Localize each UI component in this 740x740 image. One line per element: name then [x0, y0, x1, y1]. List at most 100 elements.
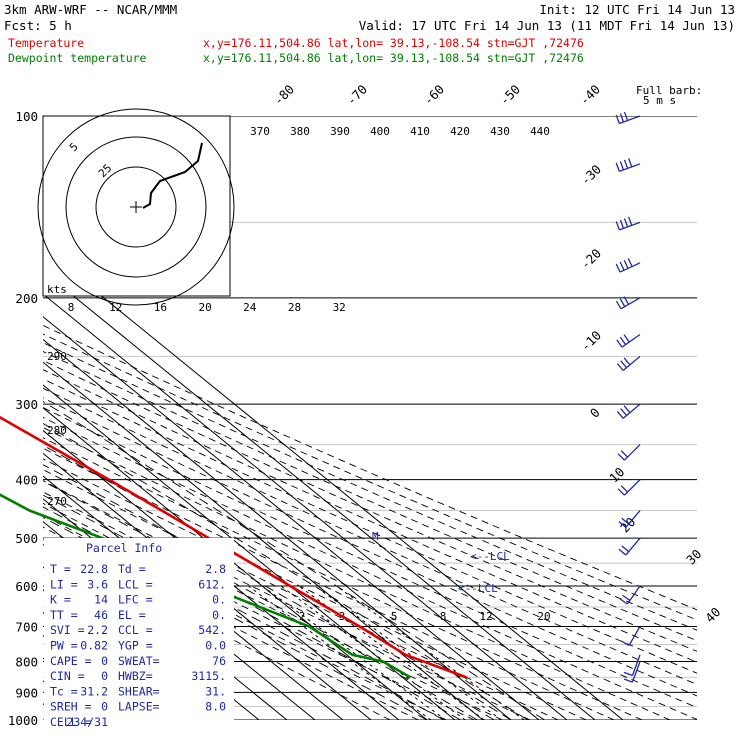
isotherm-label: -60: [421, 82, 448, 109]
parcel-info-cell: LFC =: [118, 593, 153, 607]
dry-adiabat: [43, 116, 697, 720]
wind-barb: [615, 258, 641, 273]
isotherm-label: -20: [578, 246, 605, 273]
isotherm-label: 40: [702, 604, 723, 625]
wind-barb: [623, 654, 641, 677]
full-barb-label: Full barb:: [636, 84, 702, 97]
parcel-info-cell: SREH =: [50, 700, 92, 714]
isotherm-label: 0: [587, 405, 603, 421]
parcel-info-cell: 0.: [212, 593, 226, 607]
dewpoint-legend: Dewpoint temperature: [8, 51, 147, 65]
theta-e-tick: 420: [450, 125, 470, 138]
hodograph-unit: kts: [47, 283, 67, 296]
parcel-info-cell: T =: [50, 562, 71, 576]
mixing-ratio-label: 5: [391, 610, 398, 623]
mixing-ratio-label: 12: [479, 610, 492, 623]
dry-adiabat: [43, 116, 697, 720]
parcel-info-cell: 0: [101, 669, 108, 683]
pressure-tick-label: 300: [15, 397, 38, 412]
parcel-info-cell: 14: [94, 593, 108, 607]
hodograph-ring: [95, 166, 177, 248]
isotherm-label: -50: [497, 82, 524, 109]
isotherm: [43, 116, 512, 720]
speed-tick: 12: [109, 301, 122, 314]
mixing-ratio-label: 2: [299, 610, 306, 623]
parcel-info: Parcel Info T = 22.8 Td = 2.8 LI = 3.6 LCL = 612…: [44, 538, 234, 729]
theta-e-tick: 410: [410, 125, 430, 138]
valid-time: Valid: 17 UTC Fri 14 Jun 13 (11 MDT Fri …: [359, 18, 735, 33]
isotherm-label: -10: [578, 328, 605, 355]
speed-tick: 32: [333, 301, 346, 314]
isotherm: [43, 116, 624, 720]
parcel-info-cell: 8.0: [205, 700, 226, 714]
parcel-info-cell: 542.: [198, 623, 226, 637]
parcel-info-cell: 0: [101, 654, 108, 668]
speed-tick: 8: [68, 301, 75, 314]
theta-label: 280: [47, 424, 67, 437]
pressure-tick-label: 900: [15, 685, 38, 700]
wind-barb: [615, 216, 641, 231]
pressure-tick-label: 400: [15, 473, 38, 488]
parcel-info-cell: 22.8: [80, 562, 108, 576]
dry-adiabat: [43, 116, 697, 720]
dry-adiabat: [43, 116, 697, 720]
dry-adiabat: [43, 116, 697, 720]
parcel-info-cell: 31.: [205, 684, 226, 698]
temperature-trace: [0, 415, 467, 679]
parcel-info-cell: Td =: [118, 562, 146, 576]
parcel-info-cell: 3.6: [87, 577, 108, 591]
dry-adiabat: [43, 116, 643, 720]
theta-e-tick: 430: [490, 125, 510, 138]
isotherm: [43, 116, 428, 720]
wind-barb: [617, 479, 641, 496]
parcel-info-cell: 2.2: [87, 623, 108, 637]
barb-speed-label: 5 m s: [643, 94, 676, 107]
dry-adiabat: [43, 116, 697, 720]
pressure-tick-label: 800: [15, 654, 38, 669]
wind-barb: [619, 585, 641, 605]
parcel-info-cell: CAPE =: [50, 654, 92, 668]
model-title: 3km ARW-WRF -- NCAR/MMM: [4, 2, 177, 17]
isotherm-label: -40: [577, 82, 604, 109]
wind-barb: [617, 444, 641, 461]
parcel-info-cell: 2.8: [205, 562, 226, 576]
pressure-tick-label: 200: [15, 291, 38, 306]
isotherm: [43, 116, 400, 720]
temperature-location: x,y=176.11,504.86 lat,lon= 39.13,-108.54…: [203, 36, 584, 50]
wind-barb: [618, 510, 641, 528]
isotherm: [43, 116, 596, 720]
parcel-info-cell: CELL =: [50, 715, 92, 729]
isotherm-label: -30: [578, 162, 605, 189]
dry-adiabat: [43, 116, 697, 720]
init-time: Init: 12 UTC Fri 14 Jun 13: [539, 2, 735, 17]
parcel-info-cell: HWBZ=: [118, 669, 153, 683]
mixing-ratio-label: 20: [537, 610, 550, 623]
mixing-ratio-line: [280, 585, 466, 720]
wind-barb: [615, 158, 641, 172]
parcel-info-cell: 0.82: [80, 639, 108, 653]
lcl-label: <--LCL: [458, 582, 498, 595]
theta-label: 290: [47, 350, 67, 363]
pressure-tick-label: 1000: [8, 713, 38, 728]
parcel-info-cell: TT =: [50, 608, 78, 622]
parcel-info-cell: EL =: [118, 608, 146, 622]
hodograph-trace: [142, 142, 203, 209]
parcel-info-cell: 0: [101, 700, 108, 714]
parcel-info-cell: 76: [212, 654, 226, 668]
hodograph-ring: [65, 136, 207, 278]
dry-adiabat: [43, 116, 697, 720]
parcel-info-cell: SHEAR=: [118, 684, 160, 698]
dewpoint-location: x,y=176.11,504.86 lat,lon= 39.13,-108.54…: [203, 51, 584, 65]
parcel-info-cell: SVI =: [50, 623, 85, 637]
hodograph-ring: [37, 108, 235, 306]
parcel-info-cell: PW =: [50, 639, 78, 653]
parcel-info-cell: 612.: [198, 577, 226, 591]
theta-e-tick: 390: [330, 125, 350, 138]
parcel-info-cell: 0.: [212, 608, 226, 622]
isotherm: [43, 116, 372, 720]
theta-e-tick: 440: [530, 125, 550, 138]
header: 3km ARW-WRF -- NCAR/MMM Init: 12 UTC Fri…: [4, 2, 735, 107]
parcel-info-cell: LI =: [50, 577, 78, 591]
